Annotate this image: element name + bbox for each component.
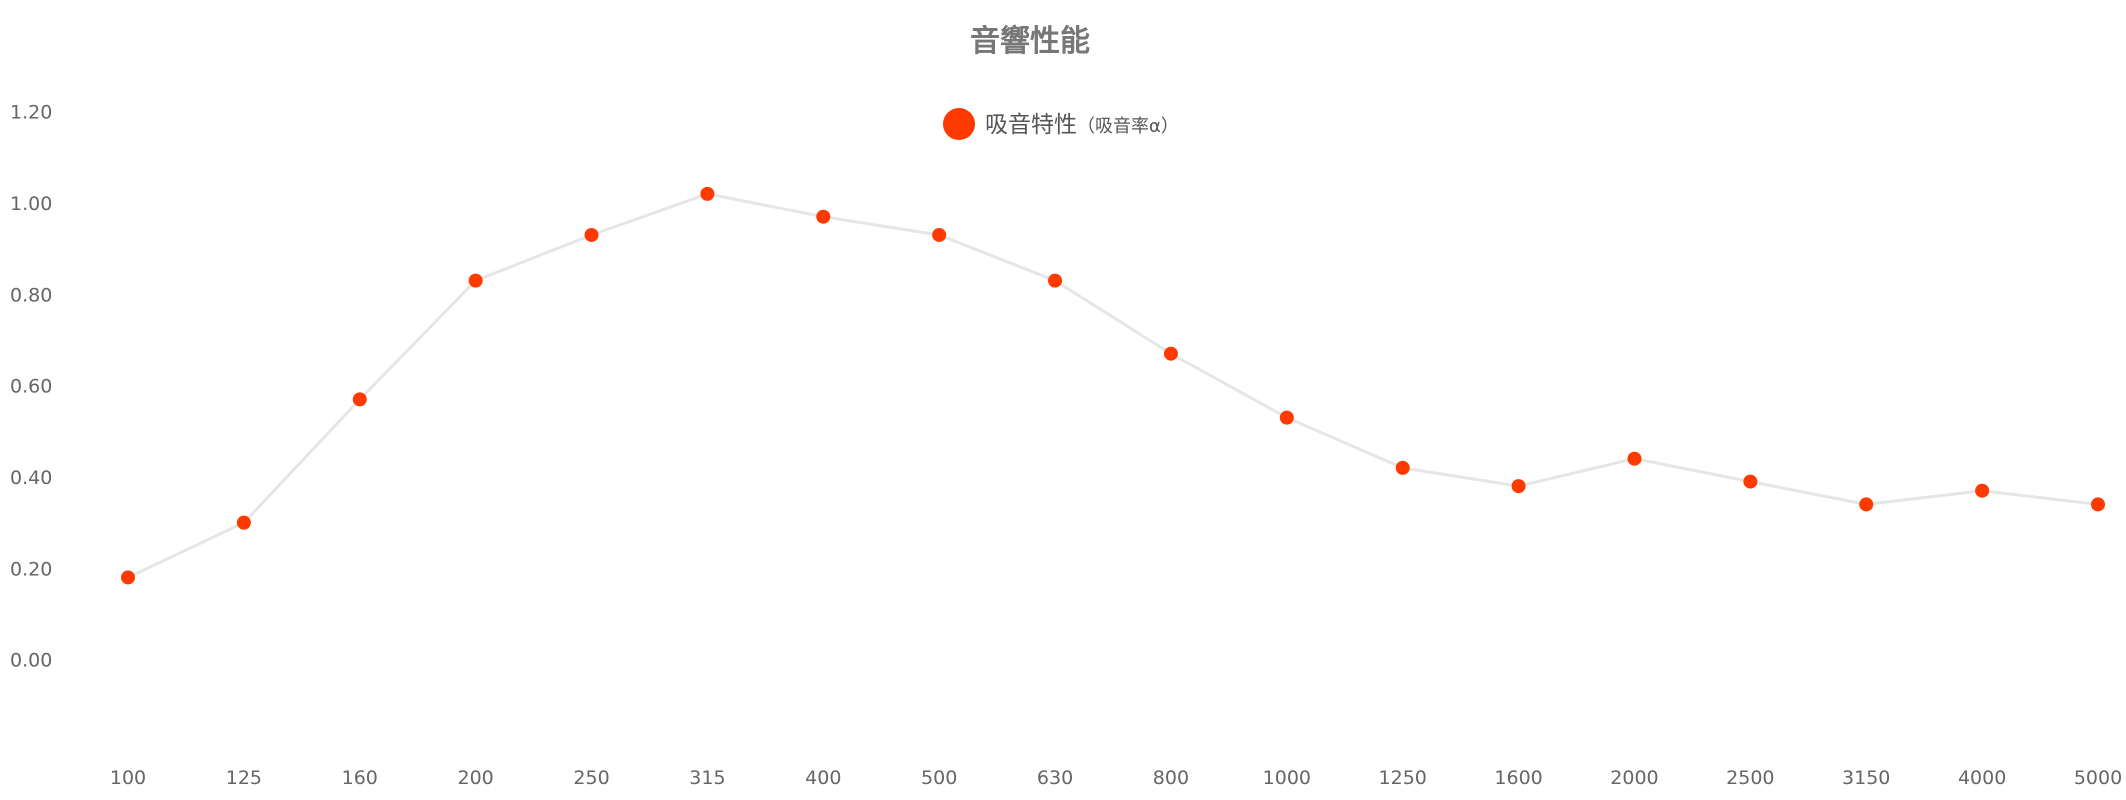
series-line-group: [127, 192, 2099, 579]
data-point[interactable]: [2091, 497, 2105, 512]
x-tick-label: 4000: [1958, 767, 2006, 789]
chart-title: 音響性能: [970, 24, 1090, 59]
y-tick-label: 0.60: [10, 376, 52, 398]
data-point[interactable]: [236, 515, 251, 530]
x-tick-label: 1600: [1494, 767, 1542, 789]
y-tick-label: 1.20: [10, 102, 52, 124]
y-tick-label: 0.00: [10, 650, 52, 672]
y-axis: 0.00 0.20 0.40 0.60 0.80 1.00 1.20: [10, 102, 52, 672]
x-tick-label: 100: [110, 767, 146, 789]
data-point[interactable]: [932, 227, 947, 242]
legend-label-main: 吸音特性: [985, 112, 1077, 138]
x-tick-label: 3150: [1842, 767, 1890, 789]
series-line: [127, 192, 2099, 579]
y-tick-label: 0.80: [10, 284, 52, 306]
x-tick-label: 315: [689, 767, 725, 789]
x-tick-label: 160: [342, 767, 378, 789]
x-tick-label: 500: [921, 767, 957, 789]
x-tick-label: 200: [458, 767, 494, 789]
x-tick-label: 125: [226, 767, 262, 789]
data-point[interactable]: [1279, 410, 1294, 425]
series-points: [121, 186, 2105, 585]
legend-label: 吸音特性（吸音率α）: [985, 112, 1179, 138]
data-point[interactable]: [1048, 273, 1063, 288]
x-tick-label: 2000: [1610, 767, 1658, 789]
data-point[interactable]: [700, 186, 715, 201]
data-point[interactable]: [1627, 451, 1642, 466]
x-tick-label: 1250: [1379, 767, 1427, 789]
data-point[interactable]: [352, 392, 367, 407]
x-tick-label: 1000: [1263, 767, 1311, 789]
legend-marker: [943, 108, 975, 140]
data-point[interactable]: [1511, 479, 1526, 494]
data-point[interactable]: [816, 209, 831, 224]
data-point[interactable]: [584, 227, 599, 242]
data-point[interactable]: [121, 570, 135, 585]
legend[interactable]: 吸音特性（吸音率α）: [943, 108, 1179, 140]
y-tick-label: 0.40: [10, 467, 52, 489]
data-point[interactable]: [1743, 474, 1758, 489]
x-tick-label: 400: [805, 767, 841, 789]
y-tick-label: 1.00: [10, 193, 52, 215]
data-point[interactable]: [1975, 483, 1990, 498]
x-axis: 100 125 160 200 250 315 400 500 630 800 1000 1250 16…: [110, 767, 2122, 789]
data-point[interactable]: [1163, 346, 1178, 361]
x-tick-label: 250: [573, 767, 609, 789]
data-point[interactable]: [1859, 497, 1874, 512]
data-point[interactable]: [1395, 460, 1410, 475]
x-tick-label: 2500: [1726, 767, 1774, 789]
legend-label-sub: （吸音率α）: [1077, 116, 1179, 137]
x-tick-label: 5000: [2074, 767, 2122, 789]
y-tick-label: 0.20: [10, 558, 52, 580]
data-point[interactable]: [468, 273, 483, 288]
x-tick-label: 630: [1037, 767, 1073, 789]
x-tick-label: 800: [1153, 767, 1189, 789]
